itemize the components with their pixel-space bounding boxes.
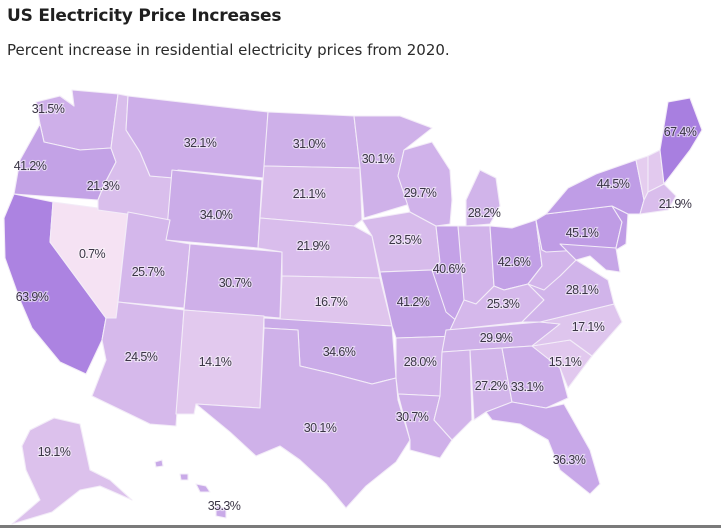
state-north-carolina bbox=[531, 303, 623, 357]
state-label-la: 30.7% bbox=[396, 410, 429, 424]
state-label-al: 27.2% bbox=[475, 379, 508, 393]
state-massachusetts bbox=[639, 183, 677, 215]
state-arizona bbox=[91, 301, 185, 427]
state-label-nv: 0.7% bbox=[79, 247, 106, 261]
state-label-az: 24.5% bbox=[125, 350, 158, 364]
state-label-wi: 29.7% bbox=[404, 186, 437, 200]
state-label-nd: 31.0% bbox=[293, 137, 326, 151]
state-label-mt: 32.1% bbox=[184, 136, 217, 150]
state-label-hi: 35.3% bbox=[208, 499, 241, 513]
state-label-co: 30.7% bbox=[219, 276, 252, 290]
state-label-or: 41.2% bbox=[14, 159, 47, 173]
state-label-id: 21.3% bbox=[87, 179, 120, 193]
state-label-me: 67.4% bbox=[664, 125, 697, 139]
state-maine bbox=[659, 97, 703, 185]
state-label-oh: 42.6% bbox=[498, 255, 531, 269]
state-washington bbox=[35, 89, 119, 151]
state-label-fl: 36.3% bbox=[553, 453, 586, 467]
state-label-ok: 34.6% bbox=[323, 345, 356, 359]
state-hawaii bbox=[154, 459, 164, 468]
state-hawaii bbox=[195, 483, 211, 493]
state-md bbox=[559, 243, 621, 273]
state-label-ca: 63.9% bbox=[16, 290, 49, 304]
state-new-york bbox=[545, 159, 645, 215]
state-label-pa: 45.1% bbox=[566, 226, 599, 240]
state-label-wy: 34.0% bbox=[200, 208, 233, 222]
window-bottom-border bbox=[0, 525, 721, 528]
state-label-va: 28.1% bbox=[566, 283, 599, 297]
state-label-nm: 14.1% bbox=[199, 355, 232, 369]
state-label-tx: 30.1% bbox=[304, 421, 337, 435]
state-label-ks: 16.7% bbox=[315, 295, 348, 309]
state-label-ky: 25.3% bbox=[487, 297, 520, 311]
state-label-mo: 41.2% bbox=[397, 295, 430, 309]
state-label-ia: 23.5% bbox=[389, 233, 422, 247]
state-label-mn: 30.1% bbox=[362, 152, 395, 166]
state-texas bbox=[195, 327, 411, 509]
state-label-sd: 21.1% bbox=[293, 187, 326, 201]
state-label-sc: 15.1% bbox=[549, 355, 582, 369]
state-label-wa: 31.5% bbox=[32, 102, 65, 116]
state-label-ga: 33.1% bbox=[511, 380, 544, 394]
state-label-ak: 19.1% bbox=[38, 445, 71, 459]
state-label-tn: 29.9% bbox=[480, 331, 513, 345]
state-label-il: 40.6% bbox=[433, 262, 466, 276]
state-label-mi: 28.2% bbox=[468, 206, 501, 220]
state-label-ma: 21.9% bbox=[659, 197, 692, 211]
state-label-nc: 17.1% bbox=[572, 320, 605, 334]
state-alaska bbox=[11, 417, 133, 525]
state-florida bbox=[485, 401, 601, 495]
state-hawaii bbox=[215, 505, 227, 519]
chart-title: US Electricity Price Increases bbox=[7, 6, 282, 26]
state-label-ut: 25.7% bbox=[132, 265, 165, 279]
state-hawaii bbox=[179, 473, 189, 481]
state-south-dakota bbox=[259, 165, 363, 227]
chart-subtitle: Percent increase in residential electric… bbox=[7, 41, 450, 59]
state-label-ny: 44.5% bbox=[597, 177, 630, 191]
state-wisconsin bbox=[397, 141, 453, 227]
state-label-ar: 28.0% bbox=[404, 355, 437, 369]
state-label-ne: 21.9% bbox=[297, 239, 330, 253]
